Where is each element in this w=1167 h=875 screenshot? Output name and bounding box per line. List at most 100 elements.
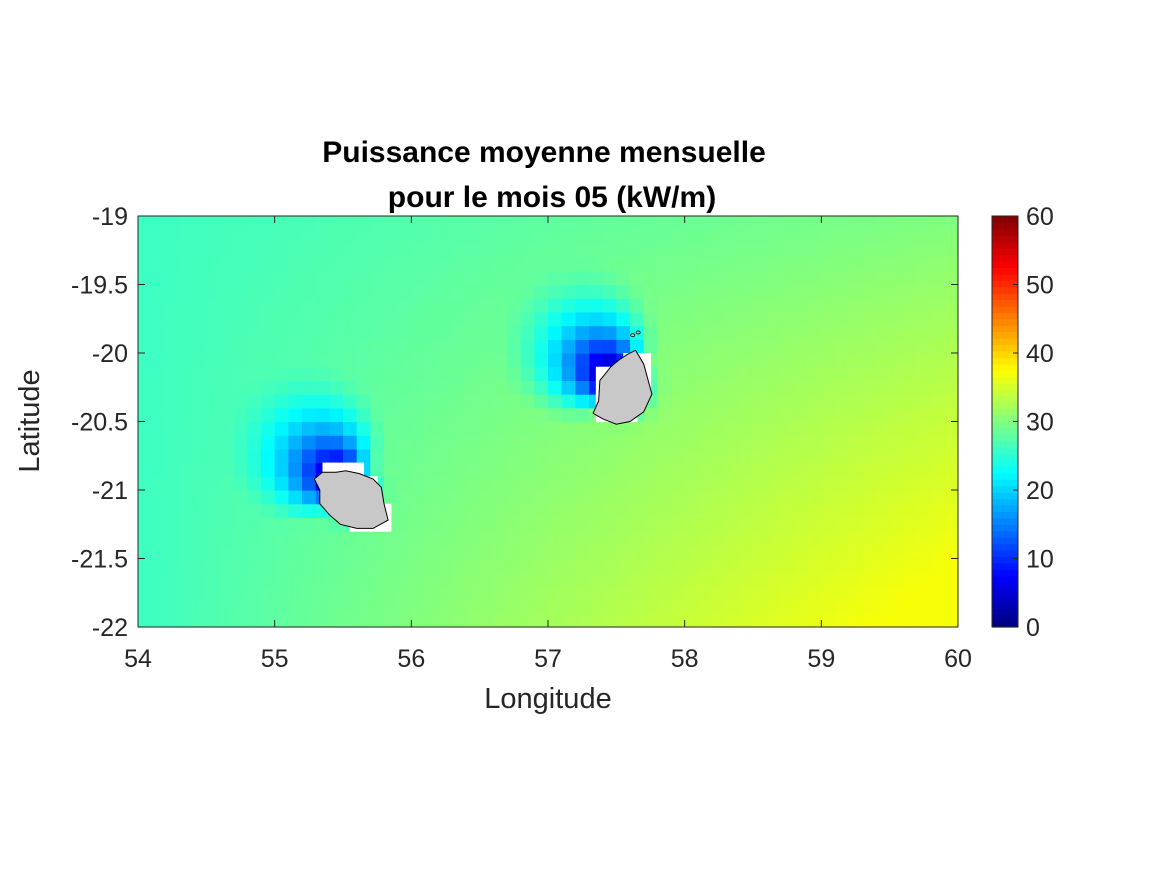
heatmap-cell [903, 490, 918, 505]
heatmap-cell [944, 270, 959, 286]
heatmap-cell [725, 298, 740, 313]
heatmap-cell [384, 216, 399, 231]
heatmap-cell [302, 503, 317, 518]
heatmap-cell [220, 599, 235, 614]
heatmap-cell [780, 298, 795, 313]
heatmap-cell [329, 599, 344, 614]
heatmap-cell [602, 558, 617, 573]
heatmap-cell [575, 613, 590, 628]
heatmap-cell [684, 366, 699, 381]
heatmap-cell [233, 517, 248, 532]
heatmap-cell [671, 353, 686, 368]
colorbar-step [992, 549, 1018, 557]
heatmap-cell [876, 380, 891, 395]
heatmap-cell [520, 544, 535, 560]
heatmap-cell [466, 599, 481, 614]
heatmap-cell [561, 284, 576, 299]
heatmap-cell [165, 599, 180, 614]
heatmap-cell [848, 325, 863, 340]
heatmap-cell [657, 216, 672, 231]
heatmap-cell [151, 394, 166, 409]
heatmap-cell [848, 243, 863, 258]
heatmap-cell [835, 558, 850, 573]
heatmap-cell [684, 339, 699, 354]
colorbar-step [992, 472, 1018, 480]
heatmap-cell [466, 257, 481, 272]
heatmap-cell [315, 558, 330, 573]
heatmap-cell [138, 257, 153, 272]
heatmap-cell [889, 298, 904, 313]
heatmap-cell [657, 585, 672, 601]
heatmap-cell [862, 284, 877, 299]
heatmap-cell [794, 394, 809, 409]
heatmap-cell [671, 366, 686, 381]
heatmap-cell [356, 613, 371, 628]
heatmap-cell [220, 298, 235, 313]
heatmap-cell [821, 366, 836, 381]
heatmap-cell [780, 311, 795, 327]
heatmap-cell [397, 394, 412, 409]
colorbar-step [992, 273, 1018, 281]
heatmap-cell [725, 572, 740, 587]
heatmap-cell [903, 558, 918, 573]
heatmap-cell [630, 270, 645, 286]
heatmap-cell [356, 394, 371, 409]
x-tick-label: 60 [944, 645, 972, 673]
heatmap-cell [698, 284, 713, 299]
heatmap-cell [411, 257, 426, 272]
heatmap-cell [425, 366, 440, 381]
heatmap-cell [930, 476, 945, 491]
heatmap-cell [712, 243, 727, 258]
heatmap-cell [794, 339, 809, 354]
heatmap-cell [151, 339, 166, 354]
heatmap-cell [589, 531, 604, 546]
heatmap-cell [903, 407, 918, 423]
heatmap-cell [411, 366, 426, 381]
heatmap-cell [288, 339, 303, 354]
heatmap-cell [630, 517, 645, 532]
heatmap-cell [903, 216, 918, 231]
heatmap-cell [343, 270, 358, 286]
heatmap-cell [520, 558, 535, 573]
heatmap-cell [930, 284, 945, 299]
heatmap-cell [575, 243, 590, 258]
heatmap-cell [684, 325, 699, 340]
heatmap-cell [274, 421, 289, 436]
heatmap-cell [807, 462, 822, 477]
heatmap-cell [384, 353, 399, 368]
heatmap-cell [520, 284, 535, 299]
colorbar-step [992, 402, 1018, 410]
heatmap-cell [138, 462, 153, 477]
heatmap-cell [725, 353, 740, 368]
heatmap-cell [739, 613, 754, 628]
heatmap-cell [780, 476, 795, 491]
heatmap-cell [766, 311, 781, 327]
heatmap-cell [329, 339, 344, 354]
heatmap-cell [479, 476, 494, 491]
heatmap-cell [479, 421, 494, 436]
heatmap-cell [411, 298, 426, 313]
heatmap-cell [302, 490, 317, 505]
heatmap-cell [712, 613, 727, 628]
heatmap-cell [261, 517, 276, 532]
heatmap-cell [725, 216, 740, 231]
x-tick-label: 54 [124, 645, 152, 673]
x-axis-ticks: 54 55 56 57 58 59 60 [124, 216, 972, 673]
heatmap-cell [548, 572, 563, 587]
heatmap-cell [397, 380, 412, 395]
heatmap-cell [712, 325, 727, 340]
heatmap-cell [425, 257, 440, 272]
heatmap-cell [343, 366, 358, 381]
heatmap-cell [493, 613, 508, 628]
heatmap-cell [657, 394, 672, 409]
heatmap-cell [479, 531, 494, 546]
heatmap-cell [821, 325, 836, 340]
heatmap-cell [192, 229, 207, 244]
heatmap-cell [739, 531, 754, 546]
heatmap-cell [807, 270, 822, 286]
heatmap-cell [862, 325, 877, 340]
heatmap-cell [848, 558, 863, 573]
heatmap-cell [179, 558, 194, 573]
islet [630, 333, 636, 338]
heatmap-cell [807, 353, 822, 368]
